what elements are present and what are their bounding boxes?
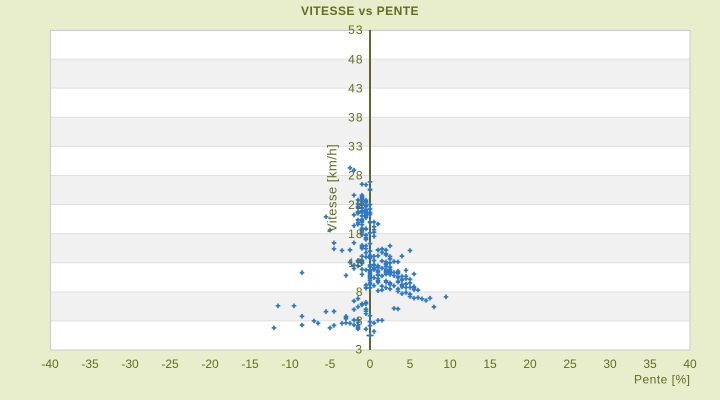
svg-text:Pente [%]: Pente [%] bbox=[634, 373, 691, 387]
svg-text:38: 38 bbox=[348, 110, 363, 124]
svg-text:10: 10 bbox=[443, 357, 457, 371]
svg-text:8: 8 bbox=[356, 285, 364, 299]
svg-text:40: 40 bbox=[683, 357, 697, 371]
svg-text:-35: -35 bbox=[81, 357, 99, 371]
svg-text:15: 15 bbox=[483, 357, 497, 371]
svg-text:48: 48 bbox=[348, 52, 363, 66]
svg-text:23: 23 bbox=[348, 198, 363, 212]
svg-text:-15: -15 bbox=[241, 357, 259, 371]
svg-text:-25: -25 bbox=[161, 357, 179, 371]
svg-text:35: 35 bbox=[643, 357, 657, 371]
svg-text:25: 25 bbox=[563, 357, 577, 371]
svg-text:53: 53 bbox=[348, 23, 363, 37]
svg-text:-40: -40 bbox=[41, 357, 59, 371]
svg-text:0: 0 bbox=[367, 357, 374, 371]
svg-text:33: 33 bbox=[348, 140, 363, 154]
svg-text:-20: -20 bbox=[201, 357, 219, 371]
svg-text:20: 20 bbox=[523, 357, 537, 371]
svg-text:Vitesse [km/h]: Vitesse [km/h] bbox=[325, 144, 340, 232]
svg-text:VITESSE vs PENTE: VITESSE vs PENTE bbox=[301, 4, 419, 18]
svg-text:18: 18 bbox=[348, 227, 363, 241]
svg-text:-30: -30 bbox=[121, 357, 139, 371]
svg-text:13: 13 bbox=[348, 256, 363, 270]
svg-text:3: 3 bbox=[355, 343, 362, 357]
svg-text:5: 5 bbox=[407, 357, 414, 371]
svg-text:3: 3 bbox=[356, 314, 364, 328]
svg-text:28: 28 bbox=[348, 169, 363, 183]
svg-text:-10: -10 bbox=[281, 357, 299, 371]
svg-text:-5: -5 bbox=[325, 357, 336, 371]
svg-text:43: 43 bbox=[348, 81, 363, 95]
svg-text:30: 30 bbox=[603, 357, 617, 371]
